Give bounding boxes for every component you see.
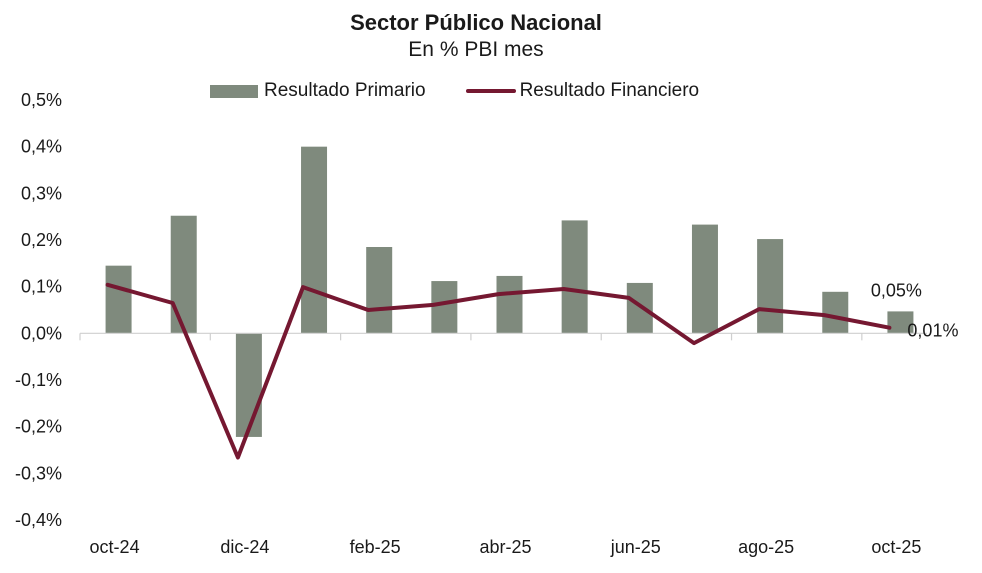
bar xyxy=(496,275,523,334)
chart-title: Sector Público Nacional xyxy=(350,10,602,35)
legend-swatch-financiero xyxy=(465,89,516,93)
y-tick-label: 0,4% xyxy=(21,137,62,157)
bar xyxy=(366,247,393,334)
chart-legend: Resultado Primario Resultado Financiero xyxy=(210,80,739,102)
y-tick-label: 0,0% xyxy=(21,323,62,343)
bar xyxy=(235,333,262,437)
bar xyxy=(822,291,849,334)
y-tick-label: -0,2% xyxy=(15,417,62,437)
y-tick-label: -0,4% xyxy=(15,510,62,530)
y-tick-label: 0,5% xyxy=(21,90,62,110)
bar xyxy=(757,239,784,334)
x-tick-label: abr-25 xyxy=(479,537,531,557)
legend-label-primario: Resultado Primario xyxy=(264,80,426,101)
y-tick-label: 0,1% xyxy=(21,277,62,297)
y-tick-label: -0,3% xyxy=(15,463,62,483)
legend-swatch-primario xyxy=(210,84,258,98)
bar xyxy=(626,282,653,334)
x-tick-label: oct-25 xyxy=(871,537,921,557)
x-tick-label: jun-25 xyxy=(610,537,661,557)
bar xyxy=(105,265,132,334)
bar xyxy=(691,224,718,334)
x-tick-label: feb-25 xyxy=(350,537,401,557)
y-tick-label: -0,1% xyxy=(15,370,62,390)
legend-item-primario: Resultado Primario xyxy=(210,80,426,102)
x-tick-label: ago-25 xyxy=(738,537,794,557)
data-label: 0,05% xyxy=(871,280,922,300)
bar xyxy=(170,215,197,334)
chart-subtitle: En % PBI mes xyxy=(408,38,544,61)
y-tick-label: 0,3% xyxy=(21,183,62,203)
bar xyxy=(301,146,328,334)
legend-label-financiero: Resultado Financiero xyxy=(519,80,700,101)
x-tick-label: oct-24 xyxy=(90,537,140,557)
data-label: 0,01% xyxy=(907,321,958,341)
legend-item-financiero: Resultado Financiero xyxy=(465,80,700,102)
bar xyxy=(887,311,914,334)
bar xyxy=(431,281,458,334)
bar xyxy=(561,220,588,334)
x-tick-label: dic-24 xyxy=(220,537,269,557)
y-tick-label: 0,2% xyxy=(21,230,62,250)
